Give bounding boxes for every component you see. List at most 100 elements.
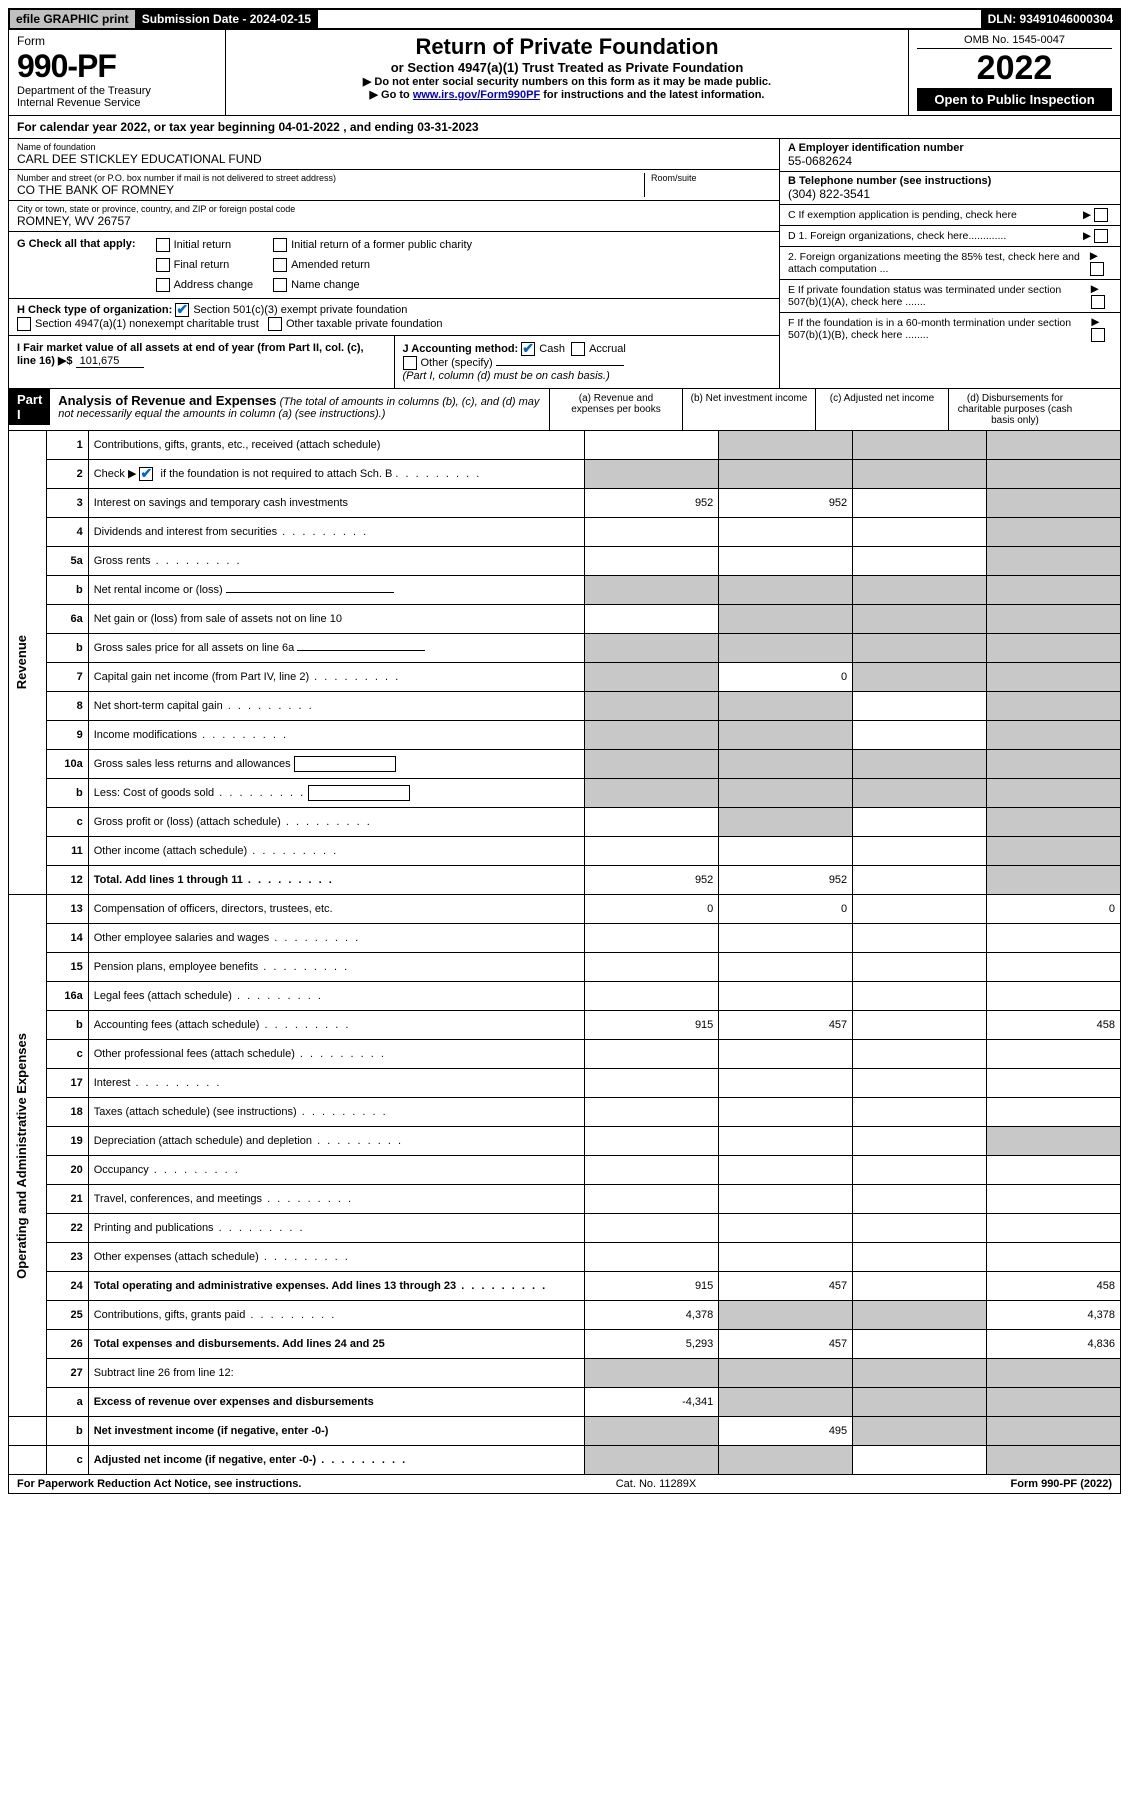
final-return-checkbox[interactable] <box>156 258 170 272</box>
footer: For Paperwork Reduction Act Notice, see … <box>8 1475 1121 1494</box>
line-14-desc: Other employee salaries and wages <box>88 924 585 953</box>
line-9-desc: Income modifications <box>88 721 585 750</box>
lineno-3: 3 <box>46 489 88 518</box>
line-24-desc: Total operating and administrative expen… <box>88 1272 585 1301</box>
name-label: Name of foundation <box>17 142 771 152</box>
city-cell: City or town, state or province, country… <box>9 201 779 232</box>
header-left: Form 990-PF Department of the Treasury I… <box>9 30 226 115</box>
h-501c3-checkbox[interactable] <box>175 303 189 317</box>
box-d2-checkbox[interactable] <box>1090 262 1104 276</box>
line-10c-desc: Gross profit or (loss) (attach schedule) <box>88 808 585 837</box>
address-change-checkbox[interactable] <box>156 278 170 292</box>
l27b-b: 495 <box>719 1417 853 1446</box>
line-27b-desc: Net investment income (if negative, ente… <box>88 1417 585 1446</box>
room-label: Room/suite <box>651 173 771 183</box>
h-label: H Check type of organization: <box>17 304 172 316</box>
l1-b <box>719 431 853 460</box>
box-d1: D 1. Foreign organizations, check here..… <box>780 226 1120 247</box>
j-cash-checkbox[interactable] <box>521 342 535 356</box>
box-c: C If exemption application is pending, c… <box>780 205 1120 226</box>
address-value: CO THE BANK OF ROMNEY <box>17 183 644 197</box>
caly-end: 03-31-2023 <box>417 120 478 134</box>
line-6b-desc: Gross sales price for all assets on line… <box>88 634 585 663</box>
lineno-7: 7 <box>46 663 88 692</box>
section-ij: I Fair market value of all assets at end… <box>9 336 779 388</box>
instr-link[interactable]: www.irs.gov/Form990PF <box>413 89 540 101</box>
line-17-desc: Interest <box>88 1069 585 1098</box>
open-public-label: Open to Public Inspection <box>917 88 1112 111</box>
lineno-2: 2 <box>46 460 88 489</box>
info-grid: Name of foundation CARL DEE STICKLEY EDU… <box>9 139 1120 388</box>
form-header: Form 990-PF Department of the Treasury I… <box>8 30 1121 116</box>
l16b-d: 458 <box>987 1011 1121 1040</box>
l13-a: 0 <box>585 895 719 924</box>
line-6a-desc: Net gain or (loss) from sale of assets n… <box>88 605 585 634</box>
ein-cell: A Employer identification number 55-0682… <box>780 139 1120 172</box>
box-e-checkbox[interactable] <box>1091 295 1105 309</box>
dln-label: DLN: 93491046000304 <box>982 10 1119 28</box>
address-cell: Number and street (or P.O. box number if… <box>9 170 779 201</box>
caly-pre: For calendar year 2022, or tax year begi… <box>17 120 278 134</box>
city-value: ROMNEY, WV 26757 <box>17 214 771 228</box>
lineno-10b: b <box>46 779 88 808</box>
h-4947-checkbox[interactable] <box>17 317 31 331</box>
form-label: Form <box>17 34 217 48</box>
col-d-header: (d) Disbursements for charitable purpose… <box>948 389 1081 430</box>
line-20-desc: Occupancy <box>88 1156 585 1185</box>
box-d1-checkbox[interactable] <box>1094 229 1108 243</box>
initial-former-checkbox[interactable] <box>273 238 287 252</box>
i-value: 101,675 <box>76 355 144 368</box>
lineno-1: 1 <box>46 431 88 460</box>
box-c-checkbox[interactable] <box>1094 208 1108 222</box>
header-right: OMB No. 1545-0047 2022 Open to Public In… <box>909 30 1120 115</box>
l13-b: 0 <box>719 895 853 924</box>
l24-d: 458 <box>987 1272 1121 1301</box>
address-label: Number and street (or P.O. box number if… <box>17 173 644 183</box>
l3-c <box>853 489 987 518</box>
l24-a: 915 <box>585 1272 719 1301</box>
l12-a: 952 <box>585 866 719 895</box>
l3-a: 952 <box>585 489 719 518</box>
g-label: G Check all that apply: <box>17 238 136 250</box>
l13-d: 0 <box>987 895 1121 924</box>
j-accrual-checkbox[interactable] <box>571 342 585 356</box>
box-f: F If the foundation is in a 60-month ter… <box>780 313 1120 345</box>
i-arrow: ▶$ <box>58 355 73 367</box>
line-5b-desc: Net rental income or (loss) <box>88 576 585 605</box>
initial-return-checkbox[interactable] <box>156 238 170 252</box>
j-note: (Part I, column (d) must be on cash basi… <box>403 370 610 382</box>
tax-year: 2022 <box>917 49 1112 88</box>
amended-return-checkbox[interactable] <box>273 258 287 272</box>
instr-1: ▶ Do not enter social security numbers o… <box>234 75 900 88</box>
g-address: Address change <box>174 279 254 291</box>
lineno-10c: c <box>46 808 88 837</box>
l16b-b: 457 <box>719 1011 853 1040</box>
l2-checkbox[interactable] <box>139 467 153 481</box>
caly-mid: , and ending <box>343 120 417 134</box>
col-a-header: (a) Revenue and expenses per books <box>549 389 682 430</box>
h-opt1: Section 501(c)(3) exempt private foundat… <box>193 304 407 316</box>
j-other-checkbox[interactable] <box>403 356 417 370</box>
h-other-checkbox[interactable] <box>268 317 282 331</box>
line-16c-desc: Other professional fees (attach schedule… <box>88 1040 585 1069</box>
box-d2: 2. Foreign organizations meeting the 85%… <box>780 247 1120 280</box>
box-f-text: F If the foundation is in a 60-month ter… <box>788 317 1091 341</box>
box-f-checkbox[interactable] <box>1091 328 1105 342</box>
efile-label[interactable]: efile GRAPHIC print <box>10 10 136 28</box>
omb-number: OMB No. 1545-0047 <box>917 34 1112 49</box>
lineno-11: 11 <box>46 837 88 866</box>
line-5a-desc: Gross rents <box>88 547 585 576</box>
footer-right: Form 990-PF (2022) <box>1011 1478 1112 1490</box>
name-change-checkbox[interactable] <box>273 278 287 292</box>
l16b-a: 915 <box>585 1011 719 1040</box>
col-c-header: (c) Adjusted net income <box>815 389 948 430</box>
l26-d: 4,836 <box>987 1330 1121 1359</box>
line-25-desc: Contributions, gifts, grants paid <box>88 1301 585 1330</box>
lineno-6b: b <box>46 634 88 663</box>
line-2-desc: Check ▶ if the foundation is not require… <box>88 460 585 489</box>
j-other-line <box>496 365 624 366</box>
foundation-name-cell: Name of foundation CARL DEE STICKLEY EDU… <box>9 139 779 170</box>
info-left: Name of foundation CARL DEE STICKLEY EDU… <box>9 139 779 388</box>
h-opt3: Other taxable private foundation <box>286 318 443 330</box>
revenue-sidebar: Revenue <box>9 431 47 895</box>
